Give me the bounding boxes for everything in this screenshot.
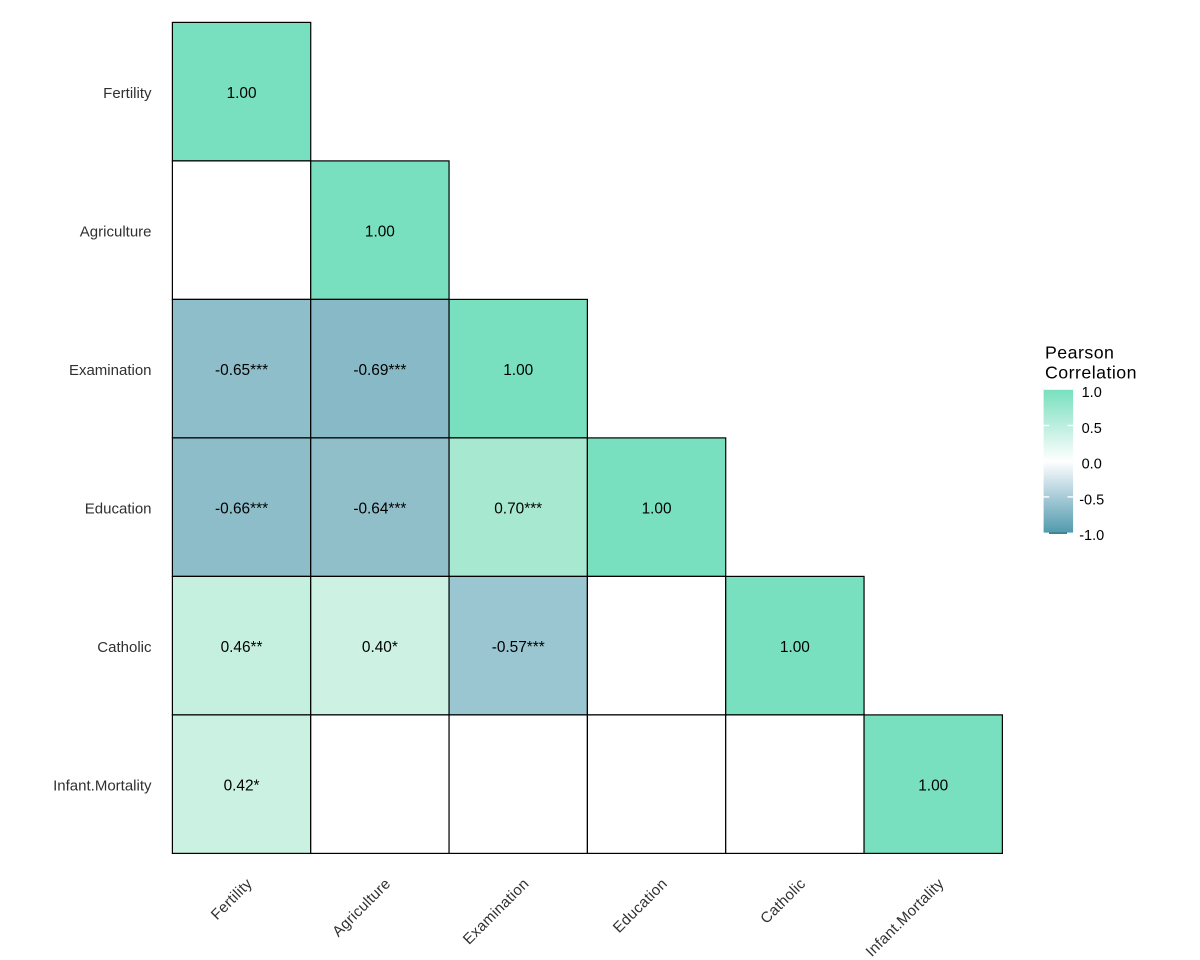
svg-text:1.00: 1.00 <box>918 778 948 795</box>
svg-text:Fertility: Fertility <box>103 85 152 102</box>
svg-text:1.0: 1.0 <box>1082 385 1102 401</box>
svg-text:1.00: 1.00 <box>365 224 395 241</box>
svg-text:0.0: 0.0 <box>1082 457 1102 473</box>
svg-text:-1.0: -1.0 <box>1079 528 1104 544</box>
svg-text:1.00: 1.00 <box>780 639 810 656</box>
svg-text:0.5: 0.5 <box>1082 421 1102 437</box>
svg-text:-0.57***: -0.57*** <box>492 639 545 656</box>
svg-text:0.40*: 0.40* <box>362 639 398 656</box>
svg-text:Education: Education <box>85 500 152 517</box>
svg-text:Correlation: Correlation <box>1045 363 1137 383</box>
svg-text:-0.64***: -0.64*** <box>353 501 406 518</box>
svg-text:Examination: Examination <box>69 362 152 379</box>
svg-text:Pearson: Pearson <box>1045 343 1114 363</box>
svg-text:Agriculture: Agriculture <box>80 223 152 240</box>
svg-text:Infant.Mortality: Infant.Mortality <box>53 777 152 794</box>
svg-text:-0.66***: -0.66*** <box>215 501 268 518</box>
svg-text:Catholic: Catholic <box>97 639 152 656</box>
svg-text:-0.5: -0.5 <box>1079 492 1104 508</box>
svg-text:0.42*: 0.42* <box>224 778 260 795</box>
svg-text:1.00: 1.00 <box>642 501 672 518</box>
svg-text:1.00: 1.00 <box>503 362 533 379</box>
svg-text:0.46**: 0.46** <box>221 639 263 656</box>
svg-text:-0.69***: -0.69*** <box>353 362 406 379</box>
svg-text:0.70***: 0.70*** <box>494 501 542 518</box>
svg-text:-0.65***: -0.65*** <box>215 362 268 379</box>
svg-text:1.00: 1.00 <box>227 85 257 102</box>
